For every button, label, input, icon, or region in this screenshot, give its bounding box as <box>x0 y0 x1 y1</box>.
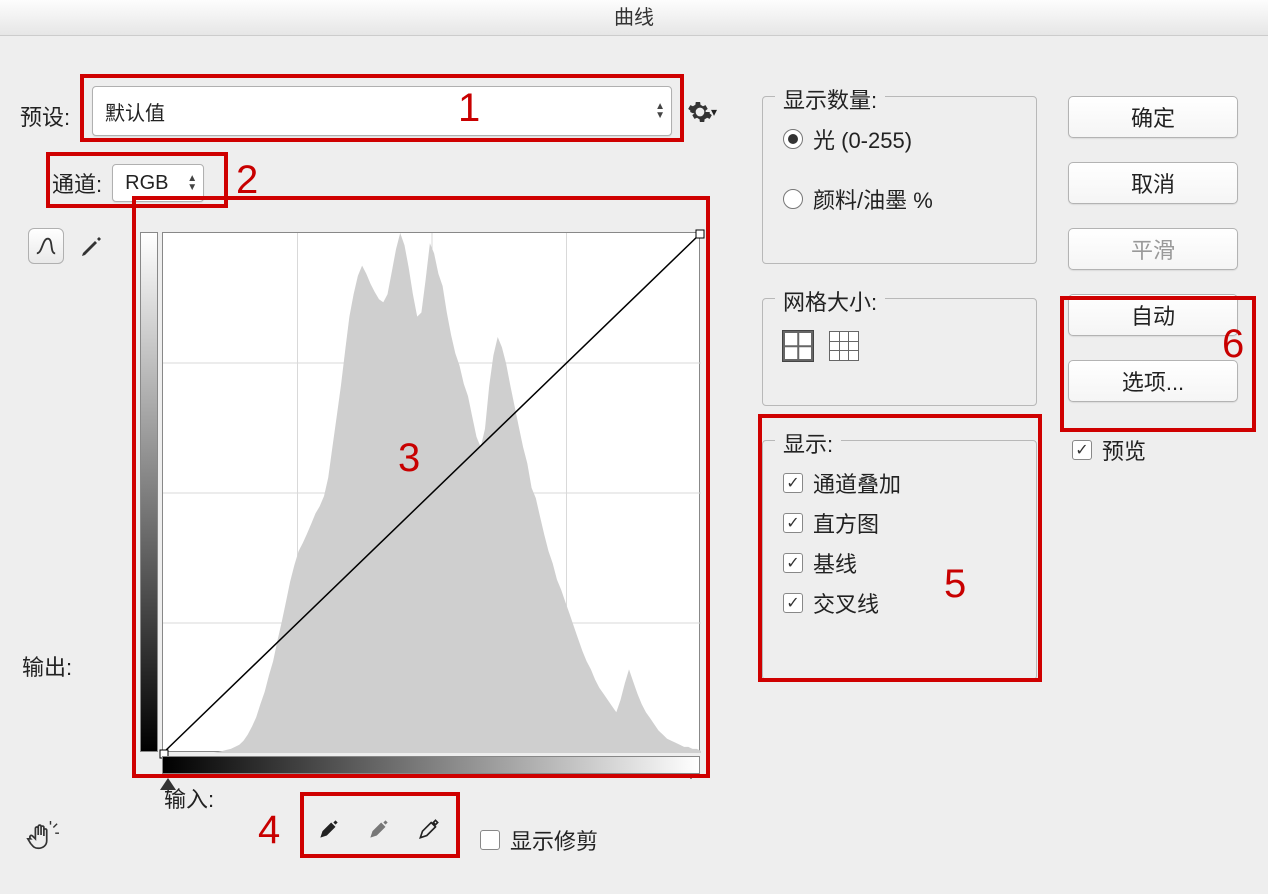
preset-label: 预设: <box>20 100 70 132</box>
show-clipping-checkbox[interactable] <box>480 830 500 850</box>
radio-light-label: 光 (0-255) <box>813 123 912 155</box>
annotation-box-1 <box>80 74 684 142</box>
grid-size-title: 网格大小: <box>775 285 885 317</box>
radio-pigment[interactable] <box>783 189 803 209</box>
show-amount-panel: 显示数量: 光 (0-255) 颜料/油墨 % <box>762 96 1037 264</box>
preview-label: 预览 <box>1102 434 1146 466</box>
grid-size-panel: 网格大小: <box>762 298 1037 406</box>
curve-tool-icon[interactable] <box>28 228 64 264</box>
gear-icon[interactable]: ▾ <box>684 94 720 130</box>
annotation-box-3 <box>132 196 710 778</box>
grid-size-large[interactable] <box>783 331 813 361</box>
show-amount-title: 显示数量: <box>775 83 885 115</box>
annotation-box-5 <box>758 414 1042 682</box>
smooth-button[interactable]: 平滑 <box>1068 228 1238 270</box>
show-clipping-label: 显示修剪 <box>510 824 598 856</box>
annotation-num-6: 6 <box>1222 322 1244 367</box>
pencil-tool-icon[interactable] <box>74 230 108 264</box>
output-label: 输出: <box>22 650 72 682</box>
annotation-num-5: 5 <box>944 562 966 607</box>
radio-light[interactable] <box>783 129 803 149</box>
radio-pigment-label: 颜料/油墨 % <box>813 183 933 215</box>
preview-checkbox[interactable]: ✓ <box>1072 440 1092 460</box>
hand-icon[interactable] <box>24 818 60 854</box>
ok-button[interactable]: 确定 <box>1068 96 1238 138</box>
annotation-num-3: 3 <box>398 436 420 481</box>
black-point-slider[interactable] <box>160 778 176 790</box>
grid-size-small[interactable] <box>829 331 859 361</box>
annotation-num-1: 1 <box>458 86 480 131</box>
annotation-num-4: 4 <box>258 808 280 853</box>
white-point-slider[interactable] <box>690 778 692 779</box>
window-title: 曲线 <box>0 0 1268 36</box>
cancel-button[interactable]: 取消 <box>1068 162 1238 204</box>
annotation-box-4 <box>300 792 460 858</box>
